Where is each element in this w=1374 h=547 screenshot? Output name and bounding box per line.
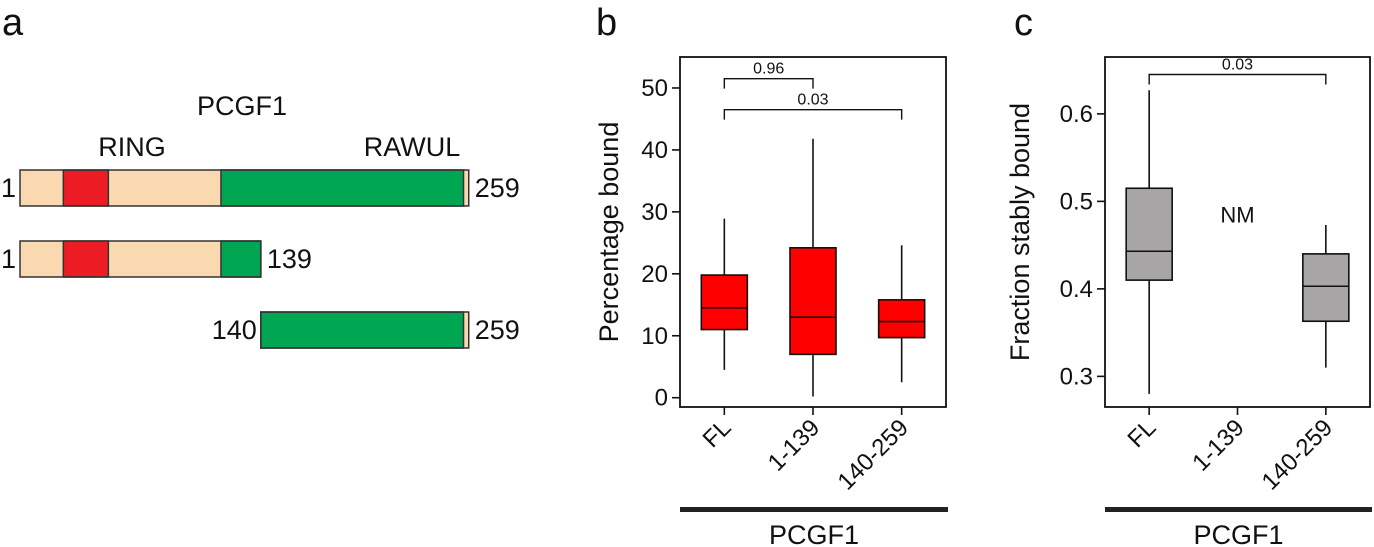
box-1-139 bbox=[789, 138, 837, 397]
y-tick-label: 50 bbox=[641, 75, 668, 102]
bracket-line bbox=[723, 108, 903, 120]
iqr-box bbox=[1302, 253, 1350, 323]
construct-2: 1 139 bbox=[1, 240, 312, 278]
construct-1: 1 259 bbox=[1, 169, 520, 207]
x-tick-label: 140-259 bbox=[1257, 414, 1338, 495]
group-bar bbox=[680, 507, 948, 512]
not-measured-annotation: NM bbox=[1220, 203, 1254, 228]
y-tick-label: 20 bbox=[641, 261, 668, 288]
iqr-box bbox=[1125, 187, 1173, 281]
iqr-box bbox=[700, 274, 749, 331]
x-tick-label: 1-139 bbox=[1187, 414, 1250, 477]
rawul-domain-block bbox=[220, 169, 465, 207]
p-value-label: 0.03 bbox=[1222, 57, 1253, 74]
construct-3: 140 259 bbox=[212, 311, 520, 349]
panel-letter-c: c bbox=[1014, 2, 1033, 44]
construct-diagrams: 1 259 1 139 140 259 bbox=[1, 169, 520, 349]
x-tick-label: FL bbox=[1123, 414, 1162, 453]
construct-outline bbox=[19, 240, 262, 278]
protein-name: PCGF1 bbox=[197, 91, 287, 121]
p-value-label: 0.96 bbox=[753, 61, 784, 78]
group-label: PCGF1 bbox=[769, 520, 859, 547]
y-tick-label: 0.6 bbox=[1060, 101, 1093, 128]
p-value-label: 0.03 bbox=[797, 92, 828, 109]
y-tick-label: 0 bbox=[655, 385, 668, 412]
y-tick-label: 40 bbox=[641, 137, 668, 164]
panel-a: a PCGF1 RING RAWUL 1 259 1 139 140 259 bbox=[1, 2, 520, 349]
rawul-domain-block bbox=[220, 240, 262, 278]
construct-outline bbox=[19, 169, 470, 207]
group-label: PCGF1 bbox=[1193, 520, 1283, 547]
ring-domain-label: RING bbox=[98, 132, 166, 162]
group-bar bbox=[1105, 507, 1372, 512]
y-tick-label: 0.3 bbox=[1060, 363, 1093, 390]
ring-domain-block bbox=[62, 240, 110, 278]
iqr-box bbox=[789, 246, 837, 356]
construct-end-label: 259 bbox=[475, 315, 520, 345]
box-140-259 bbox=[1302, 225, 1350, 368]
panel-letter-a: a bbox=[2, 2, 24, 44]
x-tick-label: 1-139 bbox=[763, 414, 826, 477]
construct-start-label: 140 bbox=[212, 315, 257, 345]
significance-bracket: 0.03 bbox=[723, 92, 903, 120]
box-FL bbox=[1125, 90, 1173, 394]
iqr-box bbox=[877, 299, 926, 339]
y-tick-label: 0.4 bbox=[1060, 276, 1093, 303]
box-plot: 0.3 0.4 0.5 0.6 Fraction stably bound FL 1-139… bbox=[1005, 56, 1372, 547]
construct-start-label: 1 bbox=[1, 244, 16, 274]
rawul-domain-label: RAWUL bbox=[364, 132, 461, 162]
box-plot: 0 10 20 30 40 50 Percentage bound FL 1-139 140-25… bbox=[594, 56, 948, 547]
significance-bracket: 0.96 bbox=[723, 61, 814, 89]
y-tick-label: 10 bbox=[641, 323, 668, 350]
bracket-line bbox=[1148, 73, 1327, 85]
panel-b: b 0 10 20 30 40 50 Percentage bound FL 1-139 140-… bbox=[594, 2, 948, 547]
construct-outline bbox=[260, 311, 470, 349]
x-tick-label: 140-259 bbox=[833, 414, 914, 495]
box-140-259 bbox=[877, 245, 926, 383]
bracket-line bbox=[723, 77, 814, 89]
box-FL bbox=[700, 218, 749, 370]
construct-end-label: 139 bbox=[267, 244, 312, 274]
panel-c: c 0.3 0.4 0.5 0.6 Fraction stably bound FL 1-1… bbox=[1005, 2, 1372, 547]
construct-end-label: 259 bbox=[475, 173, 520, 203]
y-axis-label: Percentage bound bbox=[594, 122, 624, 343]
y-axis-label: Fraction stably bound bbox=[1005, 103, 1035, 361]
ring-domain-block bbox=[62, 169, 110, 207]
significance-bracket: 0.03 bbox=[1148, 57, 1327, 85]
y-tick-label: 0.5 bbox=[1060, 188, 1093, 215]
construct-start-label: 1 bbox=[1, 173, 16, 203]
y-tick-label: 30 bbox=[641, 199, 668, 226]
x-tick-label: FL bbox=[698, 414, 737, 453]
rawul-domain-block bbox=[260, 311, 465, 349]
panel-letter-b: b bbox=[596, 2, 617, 44]
